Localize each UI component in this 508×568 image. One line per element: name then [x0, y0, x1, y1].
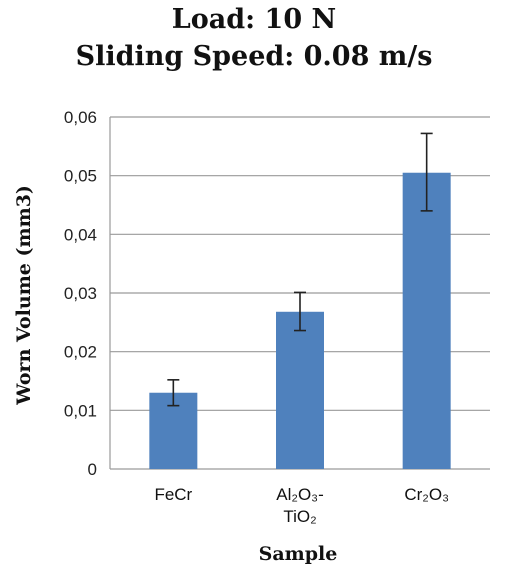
y-tick-label: 0,05 — [64, 167, 97, 186]
bars — [149, 172, 451, 469]
y-tick-label: 0,04 — [64, 225, 97, 244]
y-tick-label: 0,01 — [64, 401, 97, 420]
y-tick-label: 0,03 — [64, 284, 97, 303]
x-axis-title: Sample — [259, 543, 338, 565]
x-tick-label: FeCr — [154, 485, 192, 504]
error-bar — [420, 132, 433, 212]
bar — [276, 311, 324, 469]
x-tick-labels: FeCr Al₂O₃- TiO₂ Cr₂O₃ — [154, 485, 449, 526]
x-tick-label: Cr₂O₃ — [404, 485, 449, 504]
y-tick-label: 0,06 — [64, 108, 97, 127]
x-tick-label: TiO₂ — [283, 507, 316, 526]
y-axis-title: Worn Volume (mm3) — [13, 185, 35, 406]
y-tick-labels: 0 0,01 0,02 0,03 0,04 0,05 0,06 — [64, 108, 97, 479]
chart-title: Load: 10 N — [171, 4, 337, 35]
y-tick-label: 0 — [88, 460, 97, 479]
error-bars — [167, 132, 433, 407]
error-bar — [294, 291, 306, 332]
x-tick-label: Al₂O₃- — [276, 485, 324, 504]
error-bar — [167, 379, 180, 407]
chart-subtitle: Sliding Speed: 0.08 m/s — [75, 41, 433, 72]
bar — [402, 172, 451, 469]
y-tick-label: 0,02 — [64, 343, 97, 362]
